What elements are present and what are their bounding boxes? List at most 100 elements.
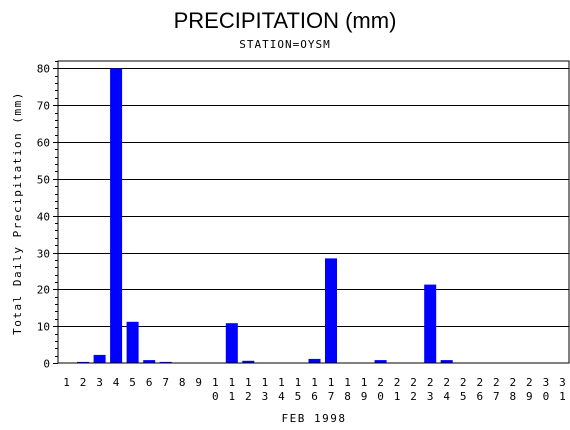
- plot-frame: [57, 60, 570, 364]
- x-tick-label-20: 20: [377, 376, 384, 403]
- x-tick-digit: 3: [543, 376, 550, 389]
- x-tick-digit: 0: [543, 390, 550, 403]
- x-tick-label-2: 2: [80, 376, 87, 389]
- x-tick-label-13: 13: [262, 376, 269, 403]
- x-tick-label-17: 17: [328, 376, 335, 403]
- y-tick-label-50: 50: [37, 174, 50, 187]
- x-tick-label-30: 30: [543, 376, 550, 403]
- x-tick-label-18: 18: [344, 376, 351, 403]
- x-tick-digit: 2: [476, 376, 483, 389]
- x-tick-label-10: 10: [212, 376, 219, 403]
- x-tick-digit: 9: [195, 376, 202, 389]
- x-tick-label-25: 25: [460, 376, 467, 403]
- x-tick-digit: 4: [278, 390, 285, 403]
- gridlines: [58, 68, 569, 327]
- x-axis-label: FEB 1998: [282, 412, 347, 425]
- x-tick-digit: 1: [228, 376, 235, 389]
- x-tick-label-7: 7: [162, 376, 169, 389]
- bars: [77, 68, 453, 364]
- x-tick-digit: 1: [262, 376, 269, 389]
- x-tick-label-16: 16: [311, 376, 318, 403]
- x-tick-digit: 1: [228, 390, 235, 403]
- x-tick-digit: 2: [443, 376, 450, 389]
- y-tick-label-60: 60: [37, 137, 50, 150]
- bar-4: [110, 68, 123, 364]
- bar-23: [424, 284, 437, 363]
- x-tick-label-21: 21: [394, 376, 401, 403]
- x-tick-digit: 5: [129, 376, 136, 389]
- x-tick-digit: 1: [559, 390, 566, 403]
- x-tick-label-26: 26: [476, 376, 483, 403]
- bar-11: [225, 323, 238, 363]
- y-tick-label-40: 40: [37, 211, 50, 224]
- bar-5: [126, 321, 139, 363]
- x-tick-digit: 2: [526, 376, 533, 389]
- x-tick-digit: 2: [245, 390, 252, 403]
- x-tick-label-8: 8: [179, 376, 186, 389]
- y-tick-label-30: 30: [37, 248, 50, 261]
- x-tick-digit: 4: [443, 390, 450, 403]
- chart-title: PRECIPITATION (mm): [174, 8, 397, 33]
- bar-12: [242, 360, 255, 363]
- x-tick-digit: 2: [509, 376, 516, 389]
- x-tick-digit: 0: [377, 390, 384, 403]
- bar-6: [143, 360, 156, 363]
- x-tick-digit: 6: [311, 390, 318, 403]
- x-tick-label-19: 19: [361, 376, 368, 403]
- chart-subtitle: STATION=OYSM: [239, 38, 330, 51]
- x-tick-digit: 2: [410, 376, 417, 389]
- x-tick-digit: 2: [493, 376, 500, 389]
- x-tick-label-12: 12: [245, 376, 252, 403]
- x-tick-digit: 5: [460, 390, 467, 403]
- x-tick-label-31: 31: [559, 376, 566, 403]
- x-axis: 1 2 3 4 5 6 7 8 9 1011121314151617181920212223242…: [63, 376, 566, 403]
- x-tick-label-11: 11: [228, 376, 235, 403]
- x-tick-digit: 2: [410, 390, 417, 403]
- x-tick-label-9: 9: [195, 376, 202, 389]
- x-tick-label-29: 29: [526, 376, 533, 403]
- x-tick-digit: 9: [361, 390, 368, 403]
- x-tick-digit: 6: [476, 390, 483, 403]
- x-tick-label-24: 24: [443, 376, 450, 403]
- x-tick-digit: 4: [113, 376, 120, 389]
- y-tick-label-20: 20: [37, 284, 50, 297]
- x-tick-label-23: 23: [427, 376, 434, 403]
- x-tick-digit: 8: [344, 390, 351, 403]
- x-tick-digit: 1: [278, 376, 285, 389]
- x-tick-digit: 3: [559, 376, 566, 389]
- x-tick-digit: 1: [344, 376, 351, 389]
- x-tick-label-28: 28: [509, 376, 516, 403]
- x-tick-digit: 0: [212, 390, 219, 403]
- x-tick-digit: 8: [509, 390, 516, 403]
- y-tick-label-70: 70: [37, 100, 50, 113]
- bar-24: [440, 360, 453, 363]
- x-tick-digit: 1: [361, 376, 368, 389]
- x-tick-digit: 8: [179, 376, 186, 389]
- x-tick-digit: 7: [162, 376, 169, 389]
- bar-20: [374, 360, 387, 363]
- y-axis-label: Total Daily Precipitation (mm): [11, 91, 24, 335]
- x-tick-digit: 5: [295, 390, 302, 403]
- x-tick-digit: 6: [146, 376, 153, 389]
- x-tick-label-27: 27: [493, 376, 500, 403]
- bar-2: [77, 361, 89, 363]
- x-tick-digit: 2: [377, 376, 384, 389]
- x-tick-label-3: 3: [96, 376, 103, 389]
- x-tick-label-5: 5: [129, 376, 136, 389]
- x-tick-digit: 1: [212, 376, 219, 389]
- x-tick-digit: 3: [427, 390, 434, 403]
- x-tick-label-14: 14: [278, 376, 285, 403]
- x-tick-digit: 1: [63, 376, 70, 389]
- x-tick-digit: 7: [493, 390, 500, 403]
- x-tick-digit: 1: [245, 376, 252, 389]
- x-tick-label-6: 6: [146, 376, 153, 389]
- x-tick-digit: 2: [460, 376, 467, 389]
- x-tick-digit: 1: [311, 376, 318, 389]
- x-tick-digit: 3: [96, 376, 103, 389]
- x-tick-label-22: 22: [410, 376, 417, 403]
- x-tick-digit: 9: [526, 390, 533, 403]
- x-tick-digit: 2: [80, 376, 87, 389]
- x-tick-digit: 1: [394, 390, 401, 403]
- x-tick-label-15: 15: [295, 376, 302, 403]
